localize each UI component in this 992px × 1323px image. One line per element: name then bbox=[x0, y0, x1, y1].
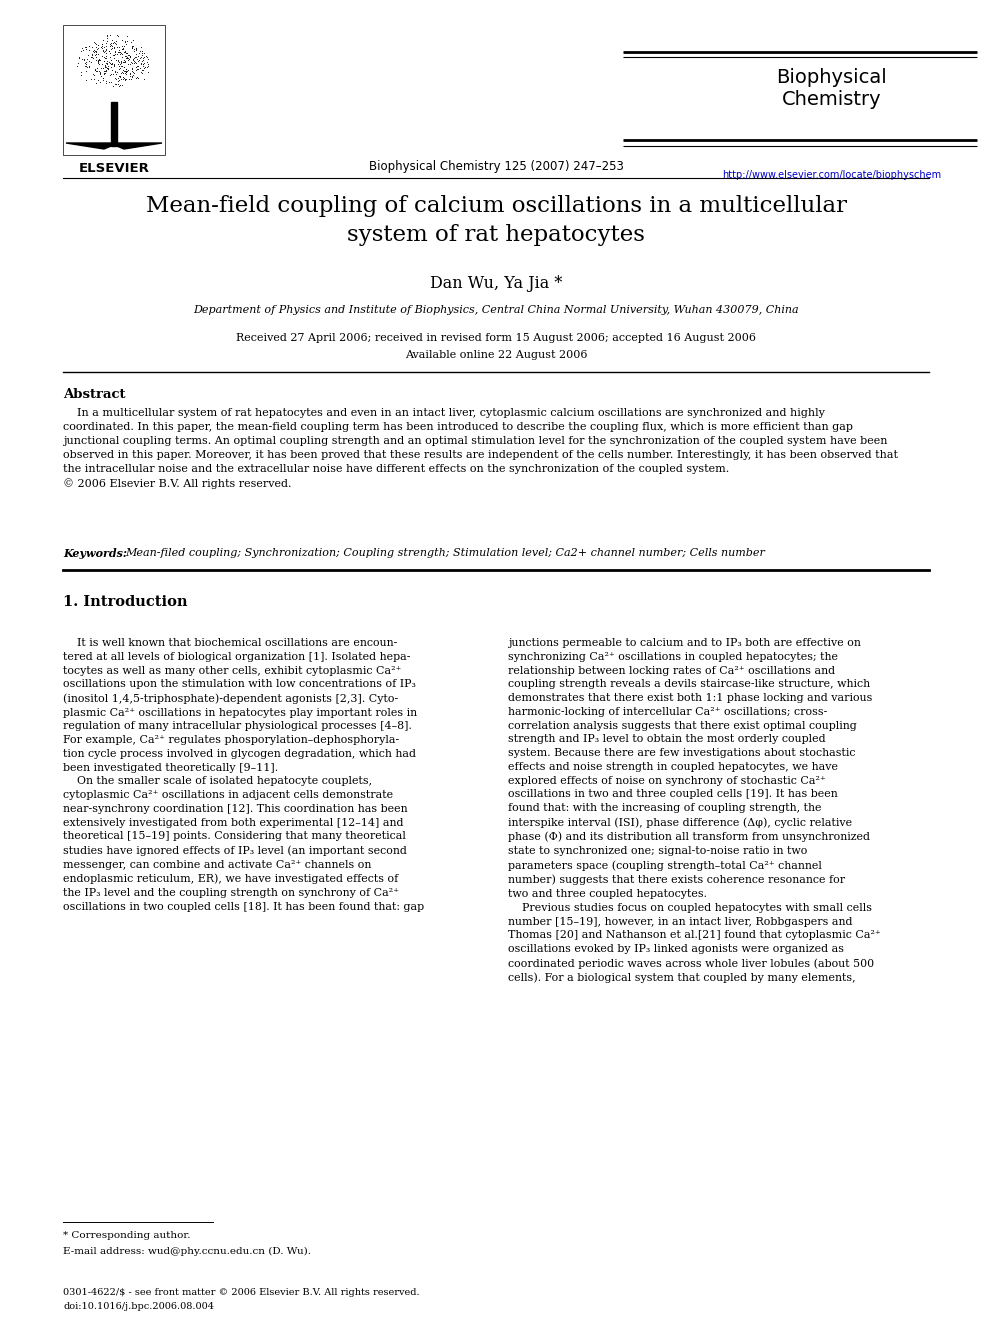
Text: ELSEVIER: ELSEVIER bbox=[78, 161, 150, 175]
Text: 0301-4622/$ - see front matter © 2006 Elsevier B.V. All rights reserved.: 0301-4622/$ - see front matter © 2006 El… bbox=[63, 1289, 420, 1297]
Text: * Corresponding author.: * Corresponding author. bbox=[63, 1230, 190, 1240]
Bar bbox=[63, 25, 165, 155]
Text: http://www.elsevier.com/locate/biophyschem: http://www.elsevier.com/locate/biophysch… bbox=[722, 169, 940, 180]
Text: junctions permeable to calcium and to IP₃ both are effective on
synchronizing Ca: junctions permeable to calcium and to IP… bbox=[509, 638, 881, 983]
Text: doi:10.1016/j.bpc.2006.08.004: doi:10.1016/j.bpc.2006.08.004 bbox=[63, 1302, 214, 1311]
Text: Dan Wu, Ya Jia *: Dan Wu, Ya Jia * bbox=[430, 275, 562, 292]
Text: Biophysical
Chemistry: Biophysical Chemistry bbox=[776, 67, 887, 108]
Text: Keywords:: Keywords: bbox=[63, 548, 131, 560]
Text: 1. Introduction: 1. Introduction bbox=[63, 595, 187, 609]
Polygon shape bbox=[66, 143, 162, 149]
Text: Department of Physics and Institute of Biophysics, Central China Normal Universi: Department of Physics and Institute of B… bbox=[193, 306, 799, 315]
Bar bbox=[111, 102, 117, 146]
Text: In a multicellular system of rat hepatocytes and even in an intact liver, cytopl: In a multicellular system of rat hepatoc… bbox=[63, 407, 898, 490]
Text: Biophysical Chemistry 125 (2007) 247–253: Biophysical Chemistry 125 (2007) 247–253 bbox=[369, 160, 623, 173]
Text: Available online 22 August 2006: Available online 22 August 2006 bbox=[405, 351, 587, 360]
Text: Mean-filed coupling; Synchronization; Coupling strength; Stimulation level; Ca2+: Mean-filed coupling; Synchronization; Co… bbox=[126, 548, 766, 558]
Text: Mean-field coupling of calcium oscillations in a multicellular
system of rat hep: Mean-field coupling of calcium oscillati… bbox=[146, 194, 846, 246]
Text: E-mail address: wud@phy.ccnu.edu.cn (D. Wu).: E-mail address: wud@phy.ccnu.edu.cn (D. … bbox=[63, 1248, 311, 1256]
Text: Abstract: Abstract bbox=[63, 388, 126, 401]
Text: It is well known that biochemical oscillations are encoun-
tered at all levels o: It is well known that biochemical oscill… bbox=[63, 638, 425, 912]
Text: Received 27 April 2006; received in revised form 15 August 2006; accepted 16 Aug: Received 27 April 2006; received in revi… bbox=[236, 333, 756, 343]
